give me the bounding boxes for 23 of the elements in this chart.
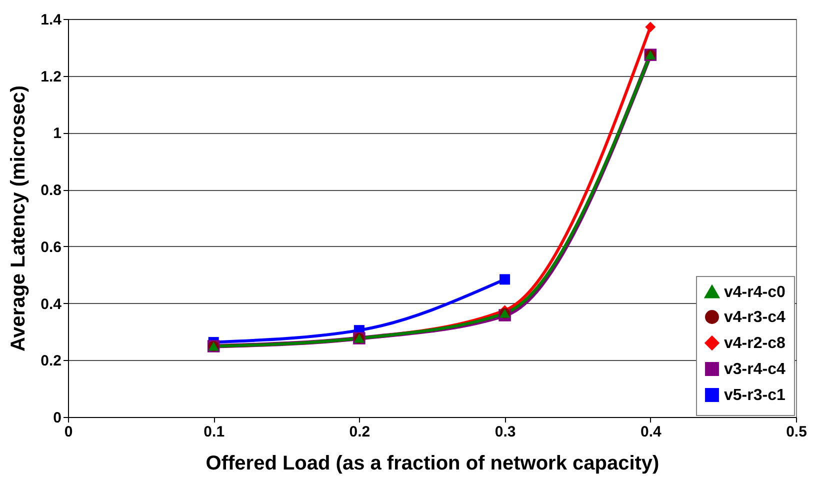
y-tick-label: 1 (53, 125, 62, 142)
point (645, 22, 656, 32)
legend-label: v4-r4-c0 (724, 284, 786, 301)
point (500, 274, 510, 285)
x-axis-title: Offered Load (as a fraction of network capacity) (206, 452, 660, 474)
legend-label: v4-r2-c8 (724, 335, 786, 352)
y-axis-title: Average Latency (microsec) (8, 85, 30, 352)
x-tick-label: 0.5 (786, 424, 807, 440)
x-tick-label: 0 (64, 424, 73, 440)
legend-label: v5-r3-c1 (724, 387, 786, 404)
y-tick-label: 0.6 (40, 238, 62, 256)
legend-label: v4-r3-c4 (724, 309, 786, 326)
y-tick-label: 0.8 (40, 182, 62, 200)
y-tick-label: 1.4 (40, 12, 62, 28)
y-tick-label: 1.2 (40, 68, 62, 86)
x-tick-label: 0.2 (349, 424, 370, 440)
y-tick-label: 0.2 (40, 352, 62, 370)
x-tick-label: 0.1 (204, 424, 225, 440)
y-tick-label: 0 (53, 410, 62, 426)
y-tick-label: 0.4 (40, 296, 62, 313)
x-tick-label: 0.3 (494, 424, 516, 440)
x-tick-label: 0.4 (640, 424, 662, 440)
legend-label: v3-r4-c4 (724, 361, 786, 378)
